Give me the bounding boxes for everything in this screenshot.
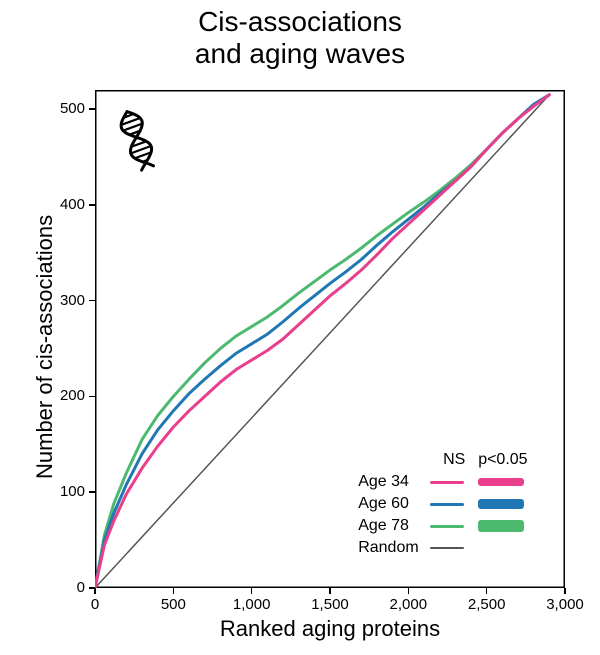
legend-header: NSp<0.05 bbox=[358, 449, 524, 471]
legend-swatch-ns bbox=[430, 547, 464, 549]
legend-row: Age 78 bbox=[358, 515, 524, 537]
chart-container: Cis-associations and aging waves Number … bbox=[0, 0, 600, 655]
x-tick bbox=[251, 588, 253, 594]
x-tick bbox=[408, 588, 410, 594]
x-axis-label: Ranked aging proteins bbox=[95, 616, 565, 642]
legend-row: Age 60 bbox=[358, 493, 524, 515]
legend-swatch-sig bbox=[478, 478, 524, 486]
legend-label: Age 34 bbox=[358, 473, 430, 491]
x-tick-label: 2,000 bbox=[383, 596, 433, 613]
y-tick bbox=[89, 587, 95, 589]
x-tick bbox=[564, 588, 566, 594]
x-tick-label: 3,000 bbox=[540, 596, 590, 613]
legend-header-sig: p<0.05 bbox=[478, 451, 524, 469]
legend-label: Age 60 bbox=[358, 495, 430, 513]
legend-swatch-ns bbox=[430, 525, 464, 528]
x-tick bbox=[486, 588, 488, 594]
legend-label: Age 78 bbox=[358, 517, 430, 535]
y-tick-label: 200 bbox=[60, 387, 85, 404]
x-tick-label: 1,000 bbox=[227, 596, 277, 613]
x-tick-label: 500 bbox=[148, 596, 198, 613]
y-tick-label: 500 bbox=[60, 100, 85, 117]
x-tick bbox=[173, 588, 175, 594]
title-line-2: and aging waves bbox=[0, 38, 600, 70]
x-tick bbox=[329, 588, 331, 594]
y-tick-label: 0 bbox=[77, 579, 85, 596]
title-line-1: Cis-associations bbox=[0, 6, 600, 38]
legend-swatch-ns bbox=[430, 481, 464, 484]
y-tick-label: 100 bbox=[60, 483, 85, 500]
y-axis-label: Number of cis-associations bbox=[32, 215, 58, 479]
y-tick bbox=[89, 491, 95, 493]
legend: NSp<0.05 Age 34 Age 60 Age 78 Random bbox=[358, 449, 524, 559]
y-tick bbox=[89, 204, 95, 206]
x-tick bbox=[94, 588, 96, 594]
y-tick bbox=[89, 108, 95, 110]
legend-label: Random bbox=[358, 539, 430, 557]
legend-swatch-sig bbox=[478, 520, 524, 532]
x-tick-label: 2,500 bbox=[462, 596, 512, 613]
legend-swatch-ns bbox=[430, 503, 464, 506]
y-tick-label: 300 bbox=[60, 292, 85, 309]
legend-row: Random bbox=[358, 537, 524, 559]
chart-title: Cis-associations and aging waves bbox=[0, 6, 600, 70]
legend-swatch-sig bbox=[478, 499, 524, 509]
legend-row: Age 34 bbox=[358, 471, 524, 493]
y-tick bbox=[89, 300, 95, 302]
x-tick-label: 0 bbox=[70, 596, 120, 613]
y-tick-label: 400 bbox=[60, 196, 85, 213]
y-tick bbox=[89, 396, 95, 398]
x-tick-label: 1,500 bbox=[305, 596, 355, 613]
legend-header-ns: NS bbox=[430, 451, 478, 469]
dna-icon bbox=[117, 108, 158, 172]
